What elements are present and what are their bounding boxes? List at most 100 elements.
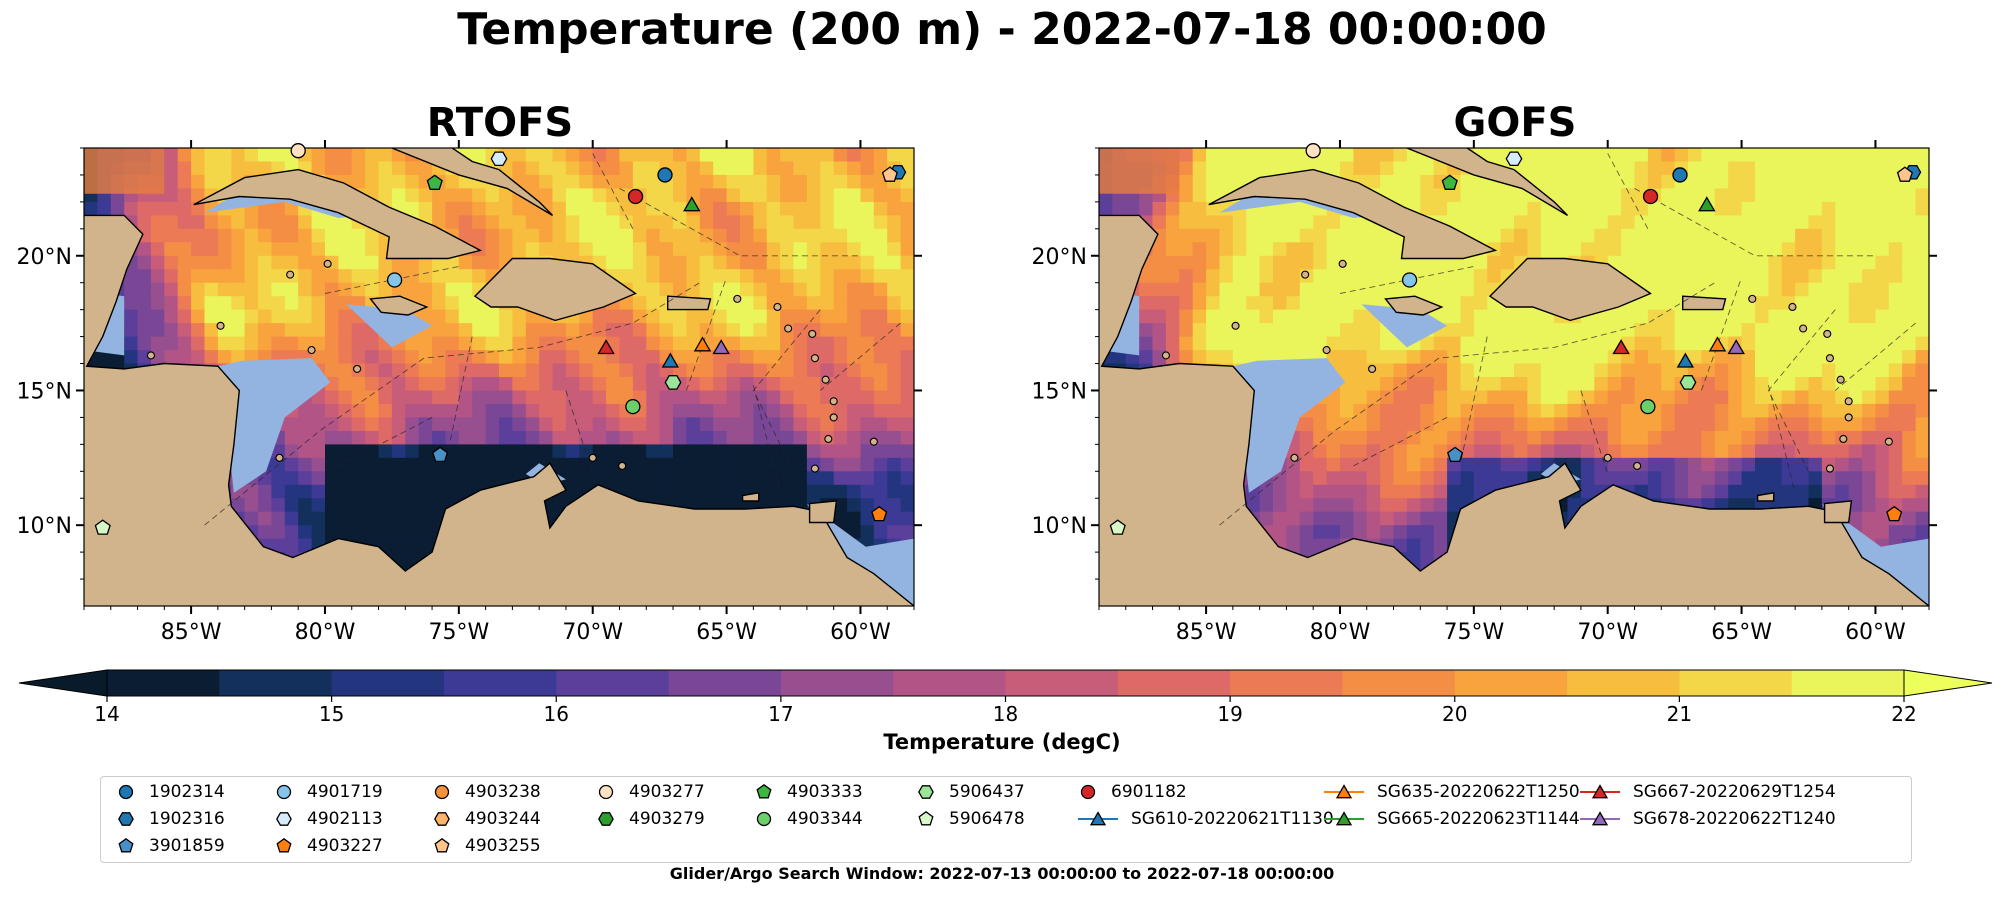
- island: [618, 461, 627, 470]
- legend-item: 4903279: [595, 808, 705, 830]
- legend-symbol: [1080, 784, 1096, 800]
- island: [1748, 294, 1757, 303]
- legend-label: 4901719: [307, 782, 383, 802]
- colorbar-segment: [443, 670, 557, 696]
- boundary-line: [1607, 153, 1649, 230]
- legend-symbol: [918, 810, 934, 826]
- land-jamaica: [1384, 295, 1444, 316]
- marker-4903333: [426, 174, 443, 190]
- shelf-area: [1232, 358, 1346, 493]
- boundary-line: [1700, 277, 1743, 391]
- legend-label: 6901182: [1111, 782, 1187, 802]
- island: [1844, 397, 1853, 406]
- lon-tick-label: 60°W: [1845, 620, 1906, 645]
- boundary-line: [820, 322, 901, 391]
- legend-symbol: [276, 784, 292, 800]
- land-yucatan: [84, 214, 914, 606]
- marker-SG635-20220622T1250: [1708, 336, 1727, 352]
- colorbar-tick-label: 19: [1217, 702, 1243, 726]
- lat-tick-label: 15°N: [1032, 379, 1087, 404]
- marker-6901182: [627, 188, 644, 205]
- island: [1823, 329, 1832, 338]
- island: [773, 302, 782, 312]
- legend-item: SG610-20220621T1130: [1077, 808, 1334, 830]
- land-puertorico: [1682, 295, 1727, 311]
- island: [1290, 453, 1299, 462]
- land-margarita: [1756, 491, 1775, 502]
- colorbar-tick-label: 21: [1666, 702, 1693, 726]
- legend-label: 4902113: [307, 809, 383, 829]
- float-markers: [94, 143, 907, 535]
- boundary-line: [592, 153, 634, 230]
- colorbar-label: Temperature (degC): [883, 730, 1121, 754]
- boundary-line: [1353, 417, 1448, 467]
- legend-item: 3901859: [115, 835, 225, 857]
- legend-symbol: [1335, 811, 1353, 826]
- marker-4902113: [1505, 151, 1523, 167]
- legend-label: SG610-20220621T1130: [1131, 809, 1334, 829]
- lat-tick-label: 10°N: [1032, 514, 1087, 539]
- legend-label: SG635-20220622T1250: [1377, 782, 1580, 802]
- colorbar-segment: [1567, 670, 1680, 696]
- lon-tick-label: 65°W: [696, 620, 757, 645]
- lon-tick-label: 70°W: [562, 620, 623, 645]
- boundary-line: [685, 277, 728, 391]
- marker-SG665-20220623T1144: [683, 196, 701, 212]
- legend-item: 4903244: [431, 808, 541, 830]
- land-puertorico: [667, 295, 712, 311]
- shelf-area: [1361, 304, 1448, 348]
- marker-5906478: [1109, 519, 1126, 535]
- legend-item: 4903255: [431, 835, 541, 857]
- legend: 1902314 1902316 3901859 4901719 4902113 49032…: [100, 776, 1912, 863]
- legend-item: 5906437: [915, 781, 1025, 803]
- boundary-line: [1339, 266, 1474, 294]
- colorbar-segment: [1342, 670, 1456, 696]
- colorbar-segment: [219, 670, 333, 696]
- legend-item: 4903277: [595, 781, 705, 803]
- lon-tick-label: 85°W: [161, 620, 222, 645]
- marker-SG610-20220621T1130: [661, 352, 680, 368]
- legend-item: SG665-20220623T1144: [1323, 808, 1580, 830]
- boundary-line: [1835, 322, 1916, 391]
- legend-label: 1902314: [149, 782, 225, 802]
- panel-title-gofs: GOFS: [1453, 100, 1577, 146]
- legend-item: 4902113: [273, 808, 383, 830]
- legend-marker-icon: [1580, 811, 1620, 826]
- legend-item: 4903344: [753, 808, 863, 830]
- legend-item: 1902316: [115, 808, 225, 830]
- shelf-area: [806, 503, 914, 606]
- map-frame: [1098, 147, 1930, 607]
- island: [1633, 461, 1642, 470]
- legend-marker-icon: [1080, 784, 1096, 800]
- legend-item: 4903227: [273, 835, 383, 857]
- land-hispaniola: [473, 257, 637, 322]
- island: [588, 453, 597, 462]
- legend-marker-icon: [918, 785, 934, 799]
- legend-symbol: [1591, 811, 1609, 826]
- legend-marker-icon: [598, 784, 614, 800]
- marker-4903227: [1886, 505, 1903, 522]
- legend-item: 4903238: [431, 781, 541, 803]
- lon-tick-label: 65°W: [1711, 620, 1772, 645]
- legend-label: SG678-20220622T1240: [1633, 809, 1836, 829]
- colorbar-segment: [893, 670, 1006, 696]
- land-hispaniola: [1488, 257, 1652, 322]
- marker-SG667-20220629T1254: [597, 339, 615, 355]
- panel-title-rtofs: RTOFS: [426, 100, 574, 146]
- boundary-line: [324, 266, 459, 294]
- marker-1902314: [657, 167, 673, 183]
- lon-tick-label: 80°W: [295, 620, 356, 645]
- island: [1322, 346, 1331, 355]
- land-margarita: [741, 491, 760, 502]
- boundary-line: [445, 336, 473, 464]
- legend-label: SG665-20220623T1144: [1377, 809, 1580, 829]
- legend-label: 5906437: [949, 782, 1025, 802]
- lon-tick-label: 80°W: [1310, 620, 1371, 645]
- boundary-line: [1580, 390, 1609, 475]
- island: [1825, 354, 1834, 363]
- legend-item: SG678-20220622T1240: [1579, 808, 1836, 830]
- legend-marker-icon: [756, 783, 772, 799]
- island: [1844, 413, 1853, 422]
- colorbar-tick-label: 15: [318, 702, 345, 726]
- legend-label: SG667-20220629T1254: [1633, 782, 1836, 802]
